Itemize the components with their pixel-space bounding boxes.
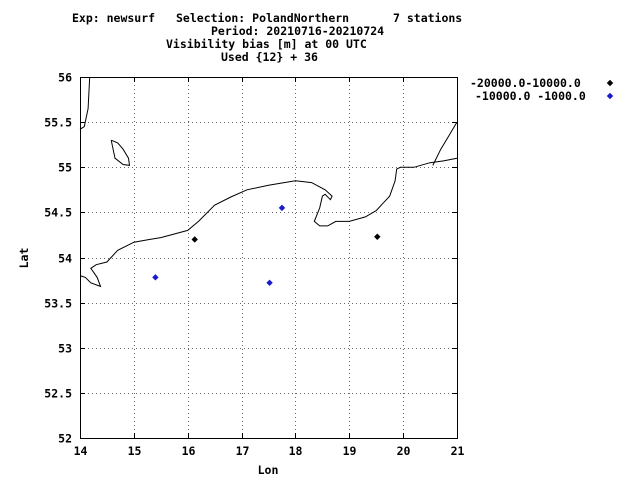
coastline (79, 76, 458, 288)
axis-ticks: 14 15 16 17 18 19 20 21 52 52.5 53 53.5 54 54.5 55 55.5… (44, 71, 464, 459)
x-tick-label: 21 (451, 444, 465, 458)
station-count-label: 7 stations (393, 11, 462, 25)
y-tick-label: 55 (58, 161, 72, 175)
y-tick-label: 54 (58, 252, 72, 266)
coastline-path (79, 157, 458, 288)
chart-title: Visibility bias [m] at 00 UTC (166, 37, 367, 51)
x-axis-label: Lon (258, 463, 279, 477)
station-point (266, 279, 273, 286)
y-tick-label: 53.5 (44, 297, 72, 311)
y-axis-label: Lat (17, 248, 31, 269)
y-tick-label: 52.5 (44, 387, 72, 401)
station-point (374, 233, 381, 240)
chart-header: Exp: newsurf Selection: PolandNorthern 7… (72, 11, 462, 64)
selection-label: Selection: PolandNorthern (176, 11, 349, 25)
x-tick-label: 20 (397, 444, 411, 458)
x-tick-label: 17 (236, 444, 250, 458)
legend-marker (606, 92, 614, 100)
legend-marker (606, 79, 614, 87)
legend: -20000.0-10000.0-10000.0 -1000.0 (470, 76, 614, 103)
used-count-label: Used {12} + 36 (221, 50, 318, 64)
coastline-path (432, 121, 458, 166)
coastline-path (79, 76, 91, 130)
grid-lines (80, 77, 457, 438)
legend-label: -20000.0-10000.0 (470, 76, 581, 90)
x-tick-label: 16 (182, 444, 196, 458)
x-tick-label: 14 (74, 444, 88, 458)
data-points (152, 204, 381, 286)
y-tick-label: 53 (58, 342, 72, 356)
y-tick-label: 56 (58, 71, 72, 85)
period-label: Period: 20210716-20210724 (211, 24, 384, 38)
y-tick-label: 52 (58, 432, 72, 446)
station-point (152, 274, 159, 281)
legend-label: -10000.0 -1000.0 (475, 89, 586, 103)
coastline-path (110, 139, 131, 166)
x-tick-label: 18 (289, 444, 303, 458)
station-point (191, 236, 198, 243)
y-tick-label: 55.5 (44, 116, 72, 130)
experiment-label: Exp: newsurf (72, 11, 155, 25)
station-point (278, 204, 286, 212)
y-tick-label: 54.5 (44, 206, 72, 220)
x-tick-label: 19 (343, 444, 357, 458)
x-tick-label: 15 (128, 444, 142, 458)
